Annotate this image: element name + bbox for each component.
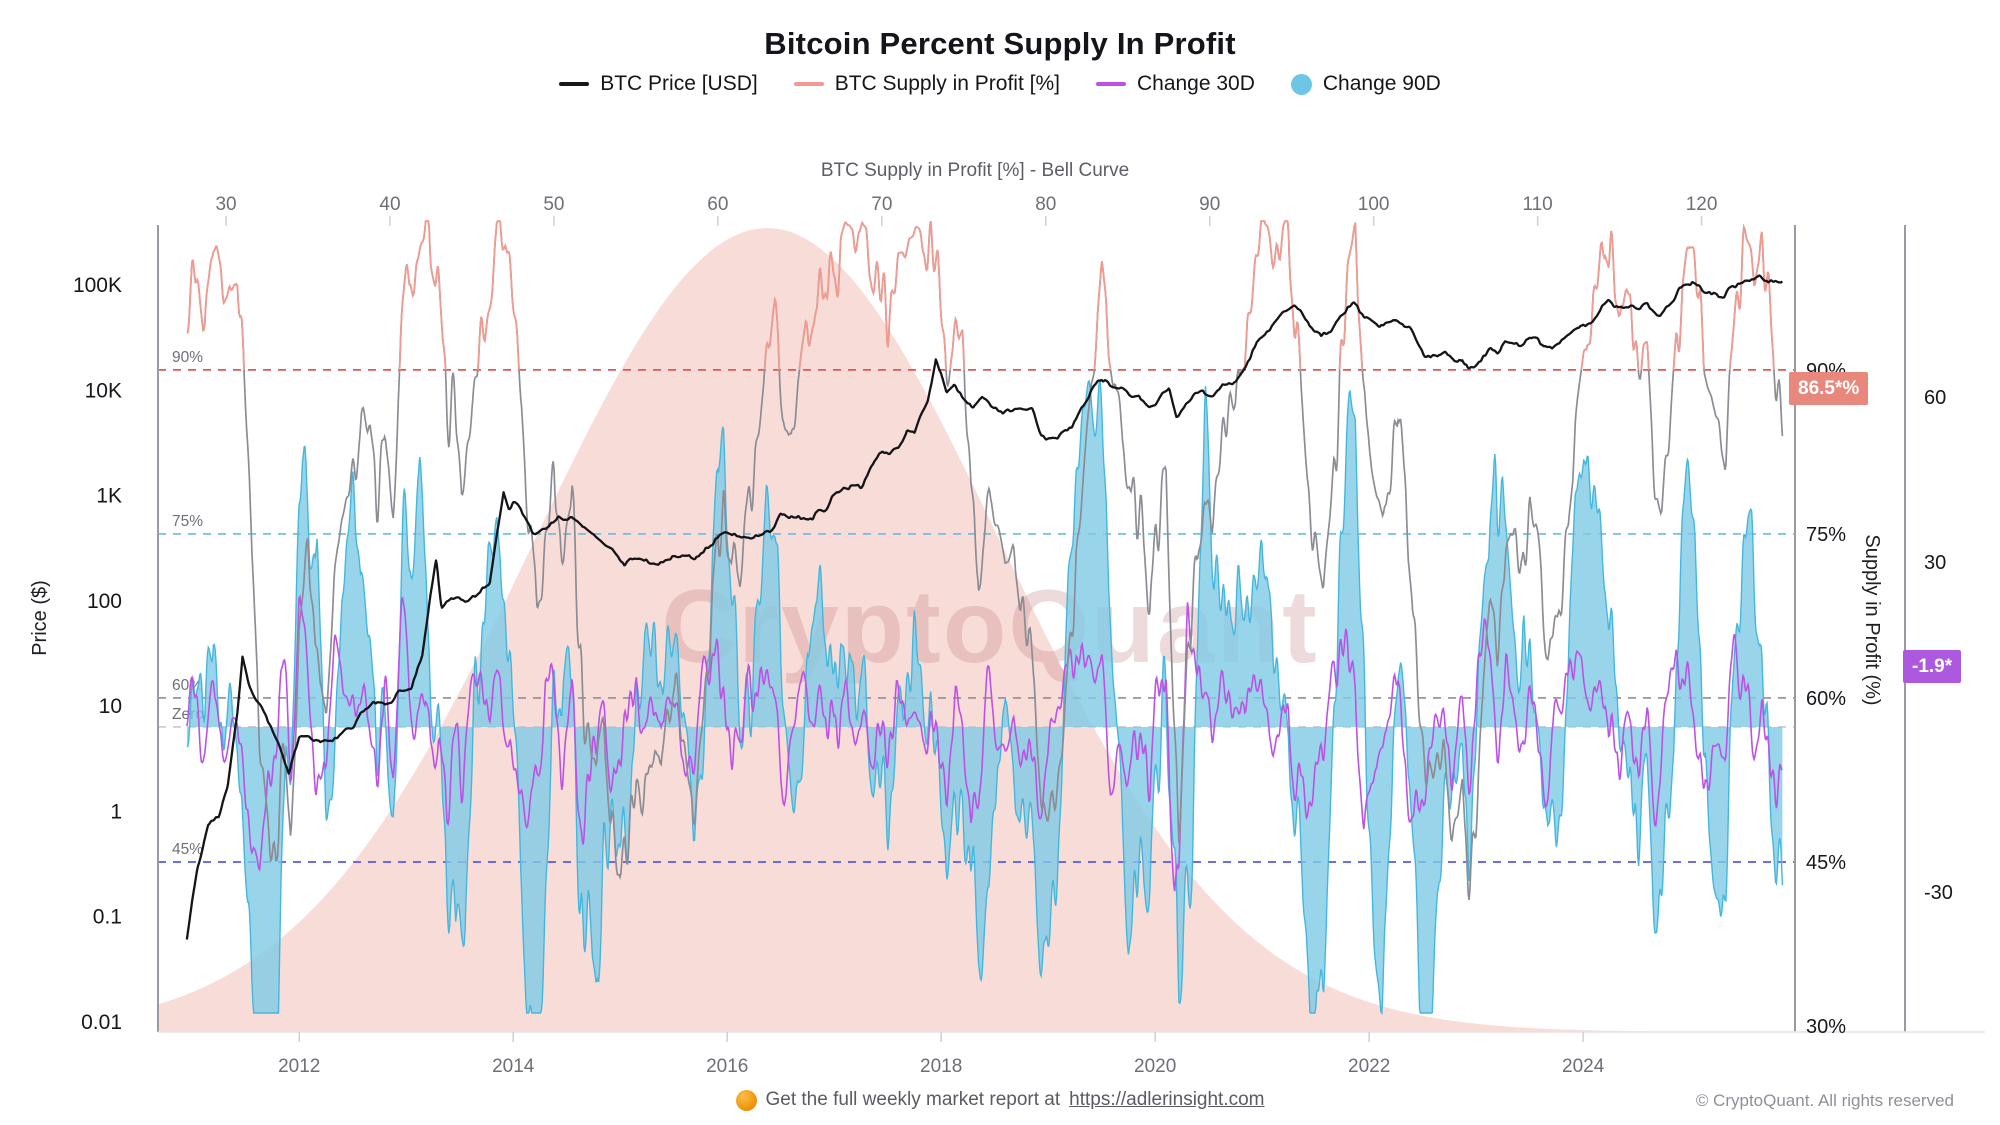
footer-text: Get the full weekly market report at [765,1089,1061,1110]
x-axis-tick-label: 2024 [1562,1056,1605,1077]
btc-price-swatch-icon [559,82,590,86]
top-axis-tick-label: 40 [379,194,400,215]
legend-label: BTC Supply in Profit [%] [834,72,1060,95]
x-axis-tick-label: 2012 [278,1056,320,1077]
x-axis-tick-label: 2018 [920,1056,962,1077]
x-axis-tick-label: 2014 [492,1056,535,1077]
change-axis: 60 30 -30 [1924,387,1953,904]
reference-line-label: 75% [172,513,203,530]
supply-axis-title: Supply in Profit (%) [1861,534,1883,705]
legend-label: BTC Price [USD] [600,72,758,95]
price-tick-label: 100 [87,590,122,613]
change-tick-label: -30 [1924,882,1953,904]
supply-last-value-badge: 86.5*% [1789,372,1869,405]
top-axis-tick-label: 70 [871,194,892,215]
x-axis: 2012 2014 2016 2018 2020 2022 2024 [278,1032,1605,1077]
supply-axis: 90%75%60%45%30%Supply in Profit (%) [1806,360,1883,1038]
top-axis-tick-label: 110 [1522,194,1552,215]
top-axis: 30 40 50 60 70 80 90 100 110 120 [215,194,1717,226]
change-90d-area [186,380,1783,1013]
series-group [185,220,1784,1016]
price-tick-label: 1K [96,485,122,508]
change-90d-swatch-icon [1290,73,1312,95]
top-axis-tick-label: 30 [215,194,236,215]
report-footer: Get the full weekly market report at htt… [0,1089,2000,1111]
top-axis-tick-label: 80 [1035,194,1056,215]
legend-item-supply-in-profit[interactable]: BTC Supply in Profit [%] [793,72,1060,96]
legend: BTC Price [USD] BTC Supply in Profit [%]… [0,72,2000,96]
change-90d-line [186,379,1784,1016]
price-tick-label: 10 [99,695,122,718]
axes-frame [157,225,1985,1033]
price-axis-title: Price ($) [29,580,51,656]
legend-label: Change 90D [1322,72,1441,95]
price-tick-label: 1 [110,800,122,823]
legend-item-change-90d[interactable]: Change 90D [1290,72,1441,96]
bell-curve-fill [158,228,1795,1032]
x-axis-tick-label: 2022 [1348,1056,1390,1077]
reference-line-label: 60% [172,677,203,694]
price-tick-label: 0.01 [81,1011,122,1034]
bell-curve-area [158,228,1795,1032]
reference-line-label: 90% [172,349,203,366]
legend-label: Change 30D [1136,72,1255,95]
x-axis-tick-label: 2016 [706,1056,748,1077]
supply-in-profit-swatch-icon [793,82,824,86]
top-axis-tick-label: 90 [1199,194,1220,215]
copyright: © CryptoQuant. All rights reserved [1695,1091,1954,1110]
x-axis-tick-label: 2020 [1134,1056,1176,1077]
price-tick-label: 10K [85,379,122,402]
supply-tick-label: 30% [1806,1016,1846,1038]
top-axis-tick-label: 120 [1686,194,1718,215]
price-tick-label: 100K [73,274,122,297]
report-link[interactable]: https://adlerinsight.com [1069,1089,1265,1110]
supply-tick-label: 75% [1806,524,1846,546]
change-tick-label: 60 [1924,387,1946,409]
top-axis-title: BTC Supply in Profit [%] - Bell Curve [820,160,1130,181]
change-30d-swatch-icon [1095,82,1126,86]
page-title: Bitcoin Percent Supply In Profit [764,26,1236,61]
reference-line-label: 45% [172,841,203,858]
supply-tick-label: 45% [1806,852,1846,874]
price-tick-label: 0.1 [93,906,122,929]
change-30d-line [186,594,1783,892]
legend-item-btc-price[interactable]: BTC Price [USD] [559,72,758,96]
top-axis-tick-label: 50 [543,194,564,215]
change-last-value-badge: -1.9* [1903,650,1962,683]
change-tick-label: 30 [1924,552,1946,574]
orange-dot-icon [735,1089,757,1111]
top-axis-tick-label: 60 [707,194,728,215]
supply-in-profit-line [186,220,1784,901]
btc-price-line [185,274,1784,940]
price-axis: 100K 10K 1K 100 10 1 0.1 0.01 Price ($) [29,274,122,1034]
legend-item-change-30d[interactable]: Change 30D [1095,72,1255,96]
supply-tick-label: 60% [1806,688,1846,710]
top-axis-tick-label: 100 [1358,194,1390,215]
